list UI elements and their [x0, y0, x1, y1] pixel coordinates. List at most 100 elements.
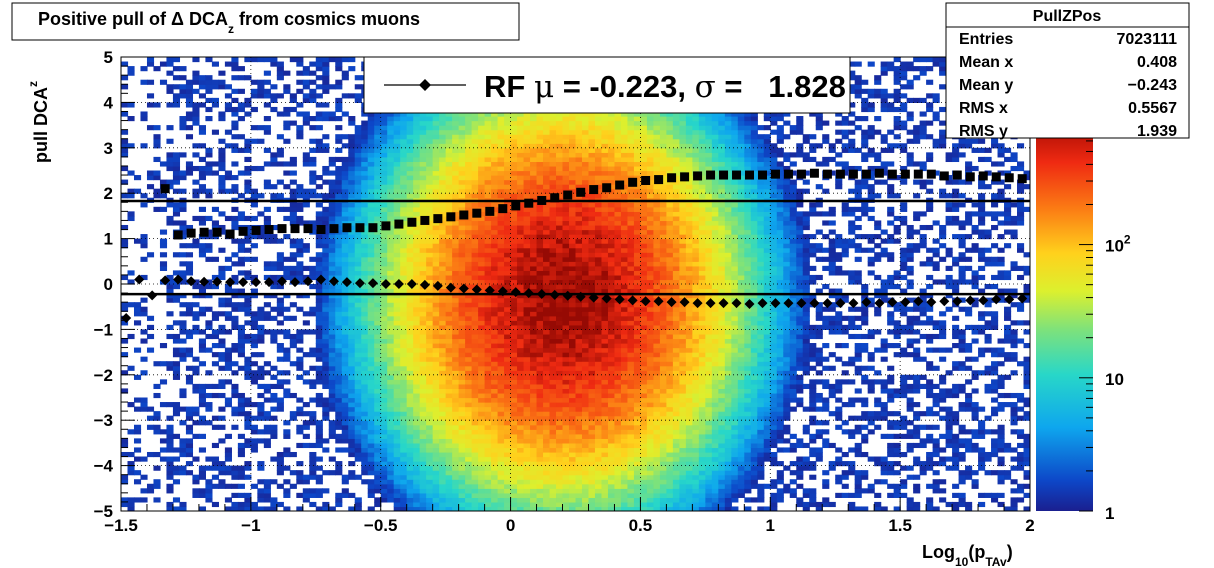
- heatmap-cell: [400, 206, 408, 212]
- heatmap-cell: [179, 352, 187, 358]
- heatmap-cell: [341, 320, 349, 326]
- heatmap-cell: [263, 238, 271, 244]
- heatmap-cell: [192, 329, 200, 335]
- heatmap-cell: [517, 184, 525, 190]
- heatmap-cell: [569, 479, 577, 485]
- heatmap-cell: [374, 193, 382, 199]
- heatmap-cell: [387, 138, 395, 144]
- heatmap-cell: [185, 111, 194, 117]
- heatmap-cell: [491, 220, 499, 226]
- heatmap-cell: [335, 302, 343, 308]
- heatmap-cell: [465, 243, 473, 249]
- heatmap-cell: [523, 370, 531, 376]
- heatmap-cell: [237, 406, 245, 412]
- heatmap-cell: [413, 111, 421, 117]
- heatmap-cell: [361, 333, 369, 340]
- heatmap-cell: [530, 261, 538, 267]
- heatmap-cell: [361, 315, 369, 321]
- heatmap-cell: [348, 93, 356, 99]
- heatmap-cell: [575, 429, 583, 435]
- heatmap-cell: [426, 474, 434, 480]
- heatmap-cell: [530, 451, 538, 458]
- heatmap-cell: [361, 243, 369, 249]
- heatmap-cell: [257, 338, 265, 344]
- heatmap-cell: [270, 161, 278, 167]
- heatmap-cell: [439, 506, 447, 511]
- heatmap-cell: [367, 320, 375, 326]
- heatmap-cell: [497, 215, 505, 222]
- heatmap-cell: [471, 238, 479, 244]
- heatmap-cell: [452, 138, 460, 144]
- heatmap-cell: [354, 379, 362, 385]
- heatmap-cell: [393, 497, 401, 503]
- heatmap-cell: [172, 361, 181, 367]
- heatmap-cell: [400, 229, 408, 235]
- heatmap-cell: [491, 451, 499, 458]
- heatmap-cell: [374, 501, 382, 508]
- heatmap-cell: [361, 402, 369, 408]
- heatmap-cell: [556, 215, 564, 222]
- heatmap-cell: [270, 374, 278, 380]
- heatmap-cell: [510, 170, 518, 176]
- heatmap-cell: [231, 424, 239, 430]
- heatmap-cell: [387, 234, 395, 240]
- heatmap-cell: [478, 433, 486, 439]
- heatmap-cell: [478, 252, 486, 258]
- heatmap-cell: [445, 456, 453, 462]
- heatmap-cell: [348, 306, 356, 312]
- heatmap-cell: [406, 415, 414, 421]
- heatmap-cell: [458, 392, 466, 399]
- heatmap-cell: [530, 315, 538, 321]
- heatmap-cell: [497, 474, 505, 480]
- heatmap-cell: [257, 224, 265, 231]
- heatmap-cell: [504, 238, 512, 244]
- heatmap-cell: [257, 411, 265, 417]
- heatmap-cell: [224, 361, 232, 367]
- heatmap-cell: [426, 274, 434, 281]
- heatmap-cell: [575, 433, 583, 439]
- heatmap-cell: [569, 361, 577, 367]
- heatmap-cell: [348, 392, 356, 399]
- heatmap-cell: [198, 388, 206, 394]
- heatmap-cell: [315, 333, 323, 340]
- heatmap-cell: [510, 479, 518, 485]
- heatmap-cell: [471, 506, 479, 511]
- heatmap-cell: [413, 442, 421, 449]
- heatmap-cell: [471, 388, 479, 394]
- heatmap-cell: [497, 492, 505, 498]
- heatmap-cell: [549, 374, 557, 380]
- heatmap-cell: [413, 347, 421, 353]
- heatmap-cell: [205, 229, 213, 235]
- heatmap-cell: [491, 193, 499, 199]
- heatmap-cell: [393, 170, 401, 176]
- heatmap-cell: [244, 438, 252, 444]
- heatmap-cell: [497, 456, 505, 462]
- heatmap-cell: [510, 483, 518, 489]
- heatmap-cell: [491, 293, 499, 299]
- heatmap-cell: [439, 270, 447, 276]
- heatmap-cell: [127, 211, 135, 217]
- heatmap-cell: [458, 220, 466, 226]
- heatmap-cell: [523, 284, 531, 290]
- heatmap-cell: [231, 206, 239, 212]
- heatmap-cell: [315, 488, 323, 494]
- heatmap-cell: [419, 379, 427, 385]
- heatmap-cell: [283, 492, 291, 498]
- heatmap-cell: [322, 406, 330, 412]
- heatmap-cell: [530, 497, 538, 503]
- heatmap-cell: [387, 243, 395, 249]
- heatmap-cell: [426, 256, 434, 262]
- heatmap-cell: [205, 243, 213, 249]
- heatmap-cell: [504, 352, 512, 358]
- heatmap-cell: [556, 488, 564, 494]
- heatmap-cell: [439, 315, 447, 321]
- heatmap-cell: [166, 447, 174, 453]
- heatmap-cell: [406, 388, 414, 394]
- heatmap-cell: [523, 488, 531, 494]
- heatmap-cell: [491, 143, 499, 149]
- heatmap-cell: [400, 415, 408, 421]
- heatmap-cell: [575, 279, 583, 285]
- heatmap-cell: [517, 129, 525, 135]
- heatmap-cell: [419, 365, 427, 371]
- heatmap-cell: [322, 370, 330, 376]
